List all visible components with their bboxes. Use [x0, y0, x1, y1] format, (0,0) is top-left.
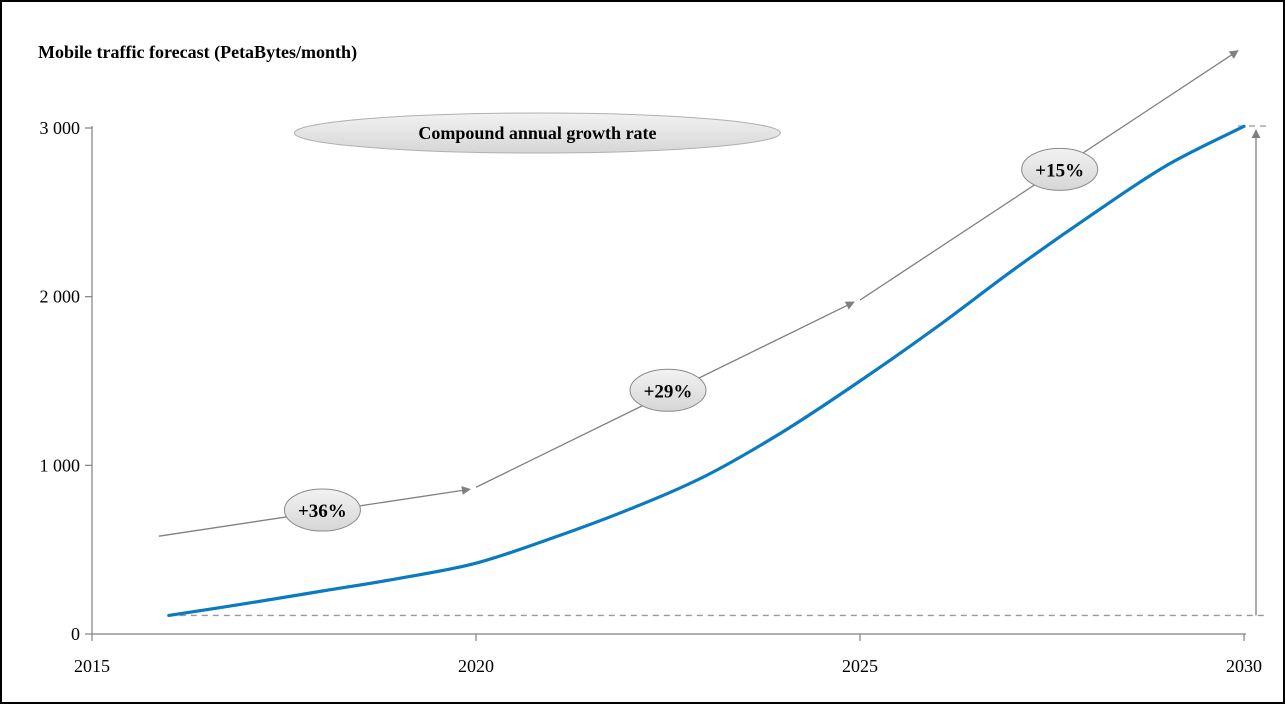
y-tick-label: 3 000 [40, 118, 81, 138]
rate-labels: +36% +29% +15% [283, 147, 1099, 532]
x-tick-label: 2020 [458, 656, 494, 676]
y-tick-label: 0 [71, 624, 80, 644]
axes [91, 126, 1246, 635]
rate-oval [1021, 147, 1099, 191]
chart-title: Mobile traffic forecast (PetaBytes/month… [38, 42, 357, 63]
legend-group: Compound annual growth rate [293, 112, 781, 154]
legend-ellipse [293, 112, 781, 154]
rate-label: +15% [1035, 160, 1084, 181]
rate-oval [629, 368, 707, 412]
y-tick-label: 1 000 [40, 455, 81, 475]
rate-oval [283, 488, 361, 532]
series-group [167, 124, 1246, 617]
x-tick-label: 2015 [74, 656, 110, 676]
baseline-group [168, 125, 1266, 617]
x-tick-label: 2025 [842, 656, 878, 676]
rate-label: +29% [644, 381, 693, 402]
series-line [167, 124, 1246, 617]
legend-label: Compound annual growth rate [418, 123, 656, 143]
x-tick-label: 2030 [1226, 656, 1262, 676]
rate-label: +36% [298, 501, 347, 522]
y-tick-label: 2 000 [40, 287, 81, 307]
y-axis-ticks: 0 1 000 2 000 3 000 [40, 118, 92, 644]
x-axis-ticks: 2015 2020 2025 2030 [74, 634, 1262, 676]
